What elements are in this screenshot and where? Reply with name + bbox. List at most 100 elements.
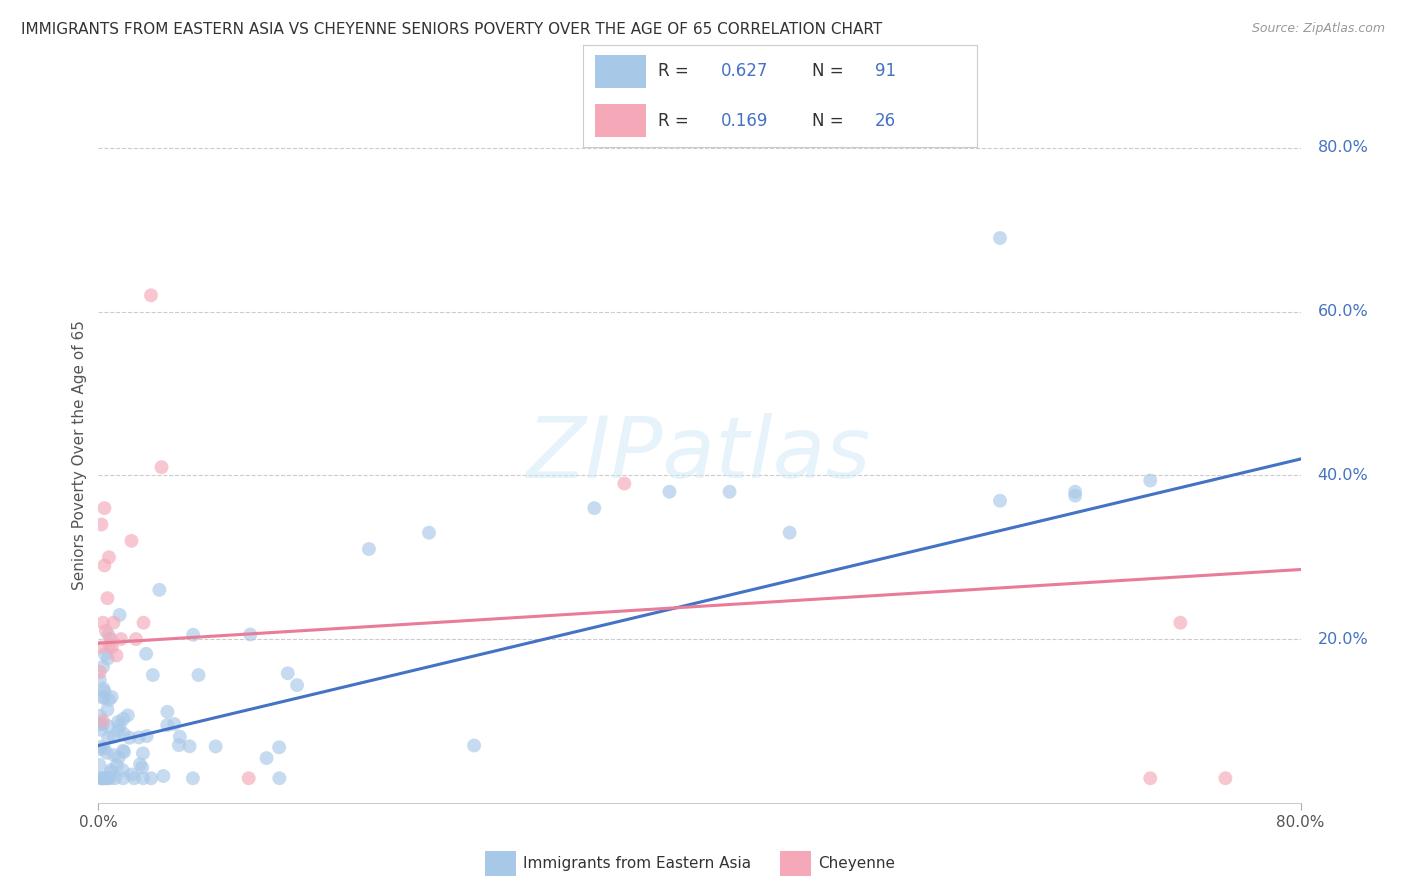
Text: 0.627: 0.627	[721, 62, 769, 80]
Text: 20.0%: 20.0%	[1317, 632, 1368, 647]
Point	[613, 476, 636, 491]
Point	[96, 591, 118, 606]
Point	[97, 731, 120, 746]
Point	[131, 760, 153, 774]
Point	[107, 751, 129, 765]
Point	[187, 668, 209, 682]
Point	[100, 632, 122, 646]
Point	[91, 771, 114, 785]
Point	[111, 763, 134, 777]
Point	[112, 771, 135, 785]
Text: R =: R =	[658, 62, 695, 80]
Point	[105, 758, 128, 772]
Point	[89, 665, 111, 679]
Y-axis label: Seniors Poverty Over the Age of 65: Seniors Poverty Over the Age of 65	[72, 320, 87, 590]
Point	[167, 738, 190, 752]
Point	[98, 771, 121, 785]
Point	[90, 640, 112, 655]
Point	[100, 690, 122, 704]
Point	[988, 231, 1011, 245]
Point	[658, 484, 681, 499]
Point	[118, 731, 141, 745]
Text: N =: N =	[811, 62, 849, 80]
Point	[93, 558, 115, 573]
Point	[103, 730, 125, 744]
Text: R =: R =	[658, 112, 695, 129]
Point	[112, 745, 135, 759]
Point	[121, 533, 143, 548]
Point	[156, 718, 179, 732]
Point	[128, 731, 150, 745]
Point	[105, 648, 128, 663]
Point	[89, 717, 111, 731]
Point	[91, 615, 114, 630]
Point	[104, 771, 127, 785]
Point	[94, 648, 117, 662]
Point	[103, 615, 125, 630]
Point	[112, 712, 135, 726]
Point	[93, 501, 115, 516]
Point	[98, 638, 121, 652]
Point	[135, 729, 157, 743]
Point	[285, 678, 308, 692]
Point	[132, 747, 155, 761]
Point	[122, 771, 145, 785]
Point	[93, 684, 115, 698]
Point	[163, 717, 186, 731]
Text: Immigrants from Eastern Asia: Immigrants from Eastern Asia	[523, 856, 751, 871]
Point	[97, 550, 120, 565]
Point	[988, 493, 1011, 508]
Point	[93, 681, 115, 696]
Point	[181, 771, 204, 785]
Point	[91, 771, 114, 785]
Point	[91, 717, 114, 731]
Point	[1064, 489, 1087, 503]
Point	[583, 501, 606, 516]
Point	[89, 758, 111, 772]
Point	[112, 744, 135, 758]
Point	[779, 525, 801, 540]
Point	[357, 542, 380, 557]
Text: ZIPatlas: ZIPatlas	[527, 413, 872, 497]
Point	[239, 627, 262, 641]
Point	[91, 690, 114, 705]
Point	[108, 607, 131, 622]
Point	[107, 714, 129, 729]
Point	[93, 771, 115, 785]
Point	[269, 740, 291, 755]
Point	[238, 771, 260, 785]
Point	[93, 771, 115, 785]
Point	[181, 628, 204, 642]
Point	[89, 673, 111, 687]
Point	[97, 771, 120, 785]
Text: Cheyenne: Cheyenne	[818, 856, 896, 871]
Point	[97, 719, 120, 733]
Point	[1170, 615, 1192, 630]
Point	[418, 525, 440, 540]
Point	[142, 668, 165, 682]
Point	[97, 628, 120, 642]
Point	[135, 647, 157, 661]
Point	[90, 517, 112, 532]
Point	[156, 705, 179, 719]
Point	[100, 765, 122, 780]
Point	[108, 719, 131, 733]
Point	[169, 730, 191, 744]
Text: Source: ZipAtlas.com: Source: ZipAtlas.com	[1251, 22, 1385, 36]
Point	[89, 771, 111, 785]
Point	[100, 763, 122, 777]
Point	[101, 640, 124, 655]
Point	[93, 690, 115, 705]
Text: N =: N =	[811, 112, 849, 129]
Point	[139, 771, 162, 785]
Point	[94, 624, 117, 638]
Text: 91: 91	[875, 62, 896, 80]
Point	[256, 751, 278, 765]
Text: 26: 26	[875, 112, 896, 129]
Point	[277, 666, 299, 681]
Point	[269, 771, 291, 785]
Text: 60.0%: 60.0%	[1317, 304, 1368, 319]
Point	[103, 748, 125, 763]
Point	[96, 746, 118, 760]
Point	[132, 771, 155, 785]
